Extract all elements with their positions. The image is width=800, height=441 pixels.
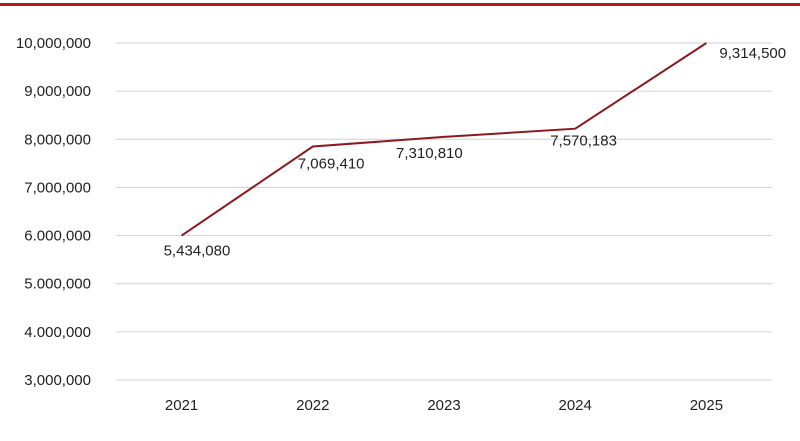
x-tick-label: 2022 — [296, 397, 329, 414]
y-tick-label: 4.000,000 — [24, 324, 91, 341]
y-tick-label: 3,000,000 — [24, 372, 91, 389]
data-label: 9,314,500 — [719, 45, 786, 62]
data-label: 5,434,080 — [164, 243, 231, 260]
series-lines — [181, 42, 707, 237]
y-tick-label: 9,000,000 — [24, 83, 91, 100]
data-label: 7,310,810 — [396, 145, 463, 162]
series-line — [181, 42, 707, 237]
y-tick-label: 8,000,000 — [24, 131, 91, 148]
gridlines — [116, 42, 772, 381]
data-label: 7,069,410 — [298, 156, 365, 173]
y-tick-label: 6.000,000 — [24, 228, 91, 245]
x-tick-label: 2023 — [427, 397, 460, 414]
y-tick-label: 10,000,000 — [16, 35, 91, 52]
y-tick-label: 5.000,000 — [24, 276, 91, 293]
top-accent-rule — [0, 3, 800, 6]
y-axis-tick-labels: 3,000,000 4.000,000 5.000,000 6.000,000 7,00… — [16, 35, 91, 389]
x-tick-label: 2025 — [690, 397, 723, 414]
x-tick-label: 2024 — [559, 397, 592, 414]
data-label: 7,570,183 — [550, 133, 617, 150]
x-axis-tick-labels: 2021 2022 2023 2024 2025 — [165, 397, 723, 414]
data-labels: 5,434,080 7,069,410 7,310,810 7,570,183 9,31… — [164, 45, 787, 260]
x-tick-label: 2021 — [165, 397, 198, 414]
y-tick-label: 7,000,000 — [24, 179, 91, 196]
